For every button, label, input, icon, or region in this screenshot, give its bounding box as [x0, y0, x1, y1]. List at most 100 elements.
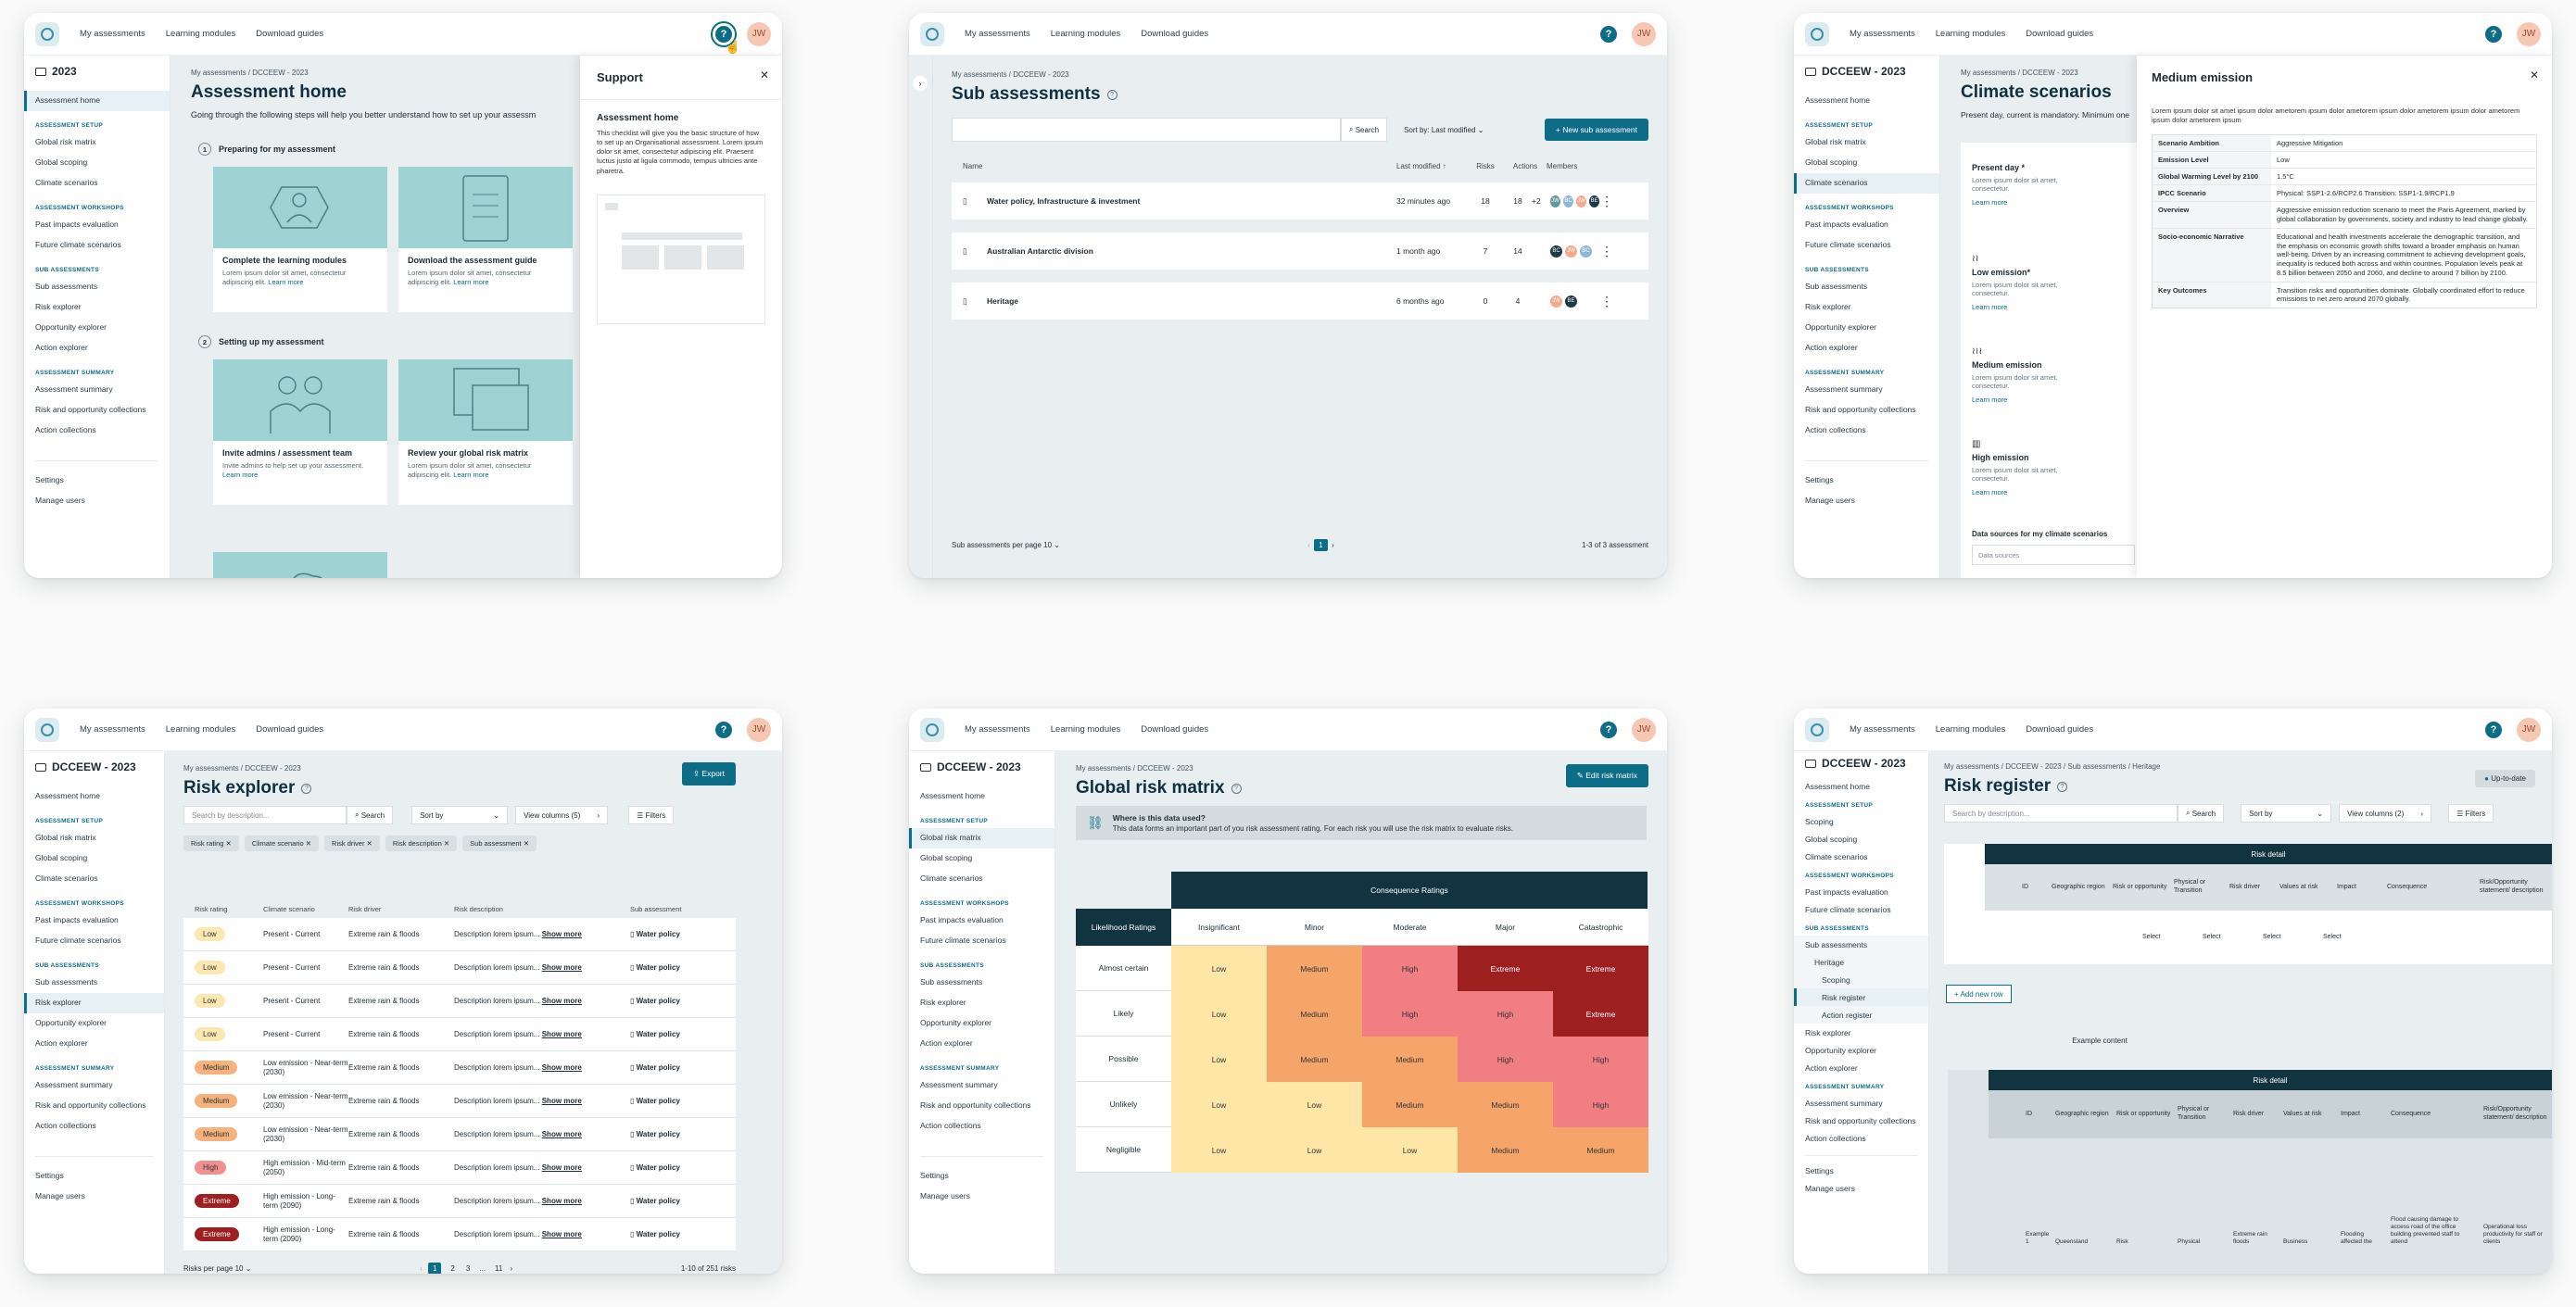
sidebar-item-summary[interactable]: Assessment summary — [920, 1080, 998, 1089]
sidebar-item-action-collections[interactable]: Action collections — [1805, 1134, 1866, 1143]
sidebar-item-scoping[interactable]: Global scoping — [35, 157, 88, 167]
column-header[interactable]: Values at risk — [2283, 1110, 2322, 1117]
show-more-link[interactable]: Show more — [541, 1163, 582, 1172]
column-header[interactable]: ID — [2022, 883, 2028, 890]
sidebar-item-opportunity[interactable]: Opportunity explorer — [1805, 1046, 1877, 1055]
sidebar-item-users[interactable]: Manage users — [35, 1191, 85, 1200]
learn-more-link[interactable]: Learn more — [1972, 396, 2008, 404]
sidebar-item-risk-explorer[interactable]: Risk explorer — [920, 998, 966, 1007]
sidebar-item-users[interactable]: Manage users — [920, 1191, 970, 1200]
sidebar-item-scoping[interactable]: Global scoping — [35, 853, 88, 862]
close-icon[interactable]: ✕ — [2529, 69, 2539, 82]
sidebar-item-summary[interactable]: Assessment summary — [35, 384, 113, 394]
help-icon[interactable]: ? — [1600, 25, 1617, 43]
scenario-high[interactable]: ▥ High emission Lorem ipsum dolor sit amet… — [1972, 439, 2092, 499]
tile-invite[interactable]: Invite admins / assessment team Invite a… — [213, 359, 387, 505]
nav-my-assessments[interactable]: My assessments — [965, 724, 1030, 735]
sidebar-item-summary[interactable]: Assessment summary — [1805, 384, 1883, 394]
sidebar-item-future[interactable]: Future climate scenarios — [1805, 905, 1891, 914]
scenario-low[interactable]: ≀≀ Low emission* Lorem ipsum dolor sit ame… — [1972, 254, 2092, 314]
table-row[interactable]: ▯ Heritage 6 months ago 0 4 JW BE ⋮ — [952, 283, 1648, 320]
nav-download-guides[interactable]: Download guides — [2026, 724, 2094, 735]
filter-chip[interactable]: Risk driver ✕ — [324, 836, 380, 851]
search-input[interactable]: Search by description... — [183, 806, 347, 824]
sidebar-item-action-collections[interactable]: Action collections — [35, 425, 96, 434]
sidebar-item-sub[interactable]: Sub assessments — [1805, 282, 1868, 291]
sidebar-item-action[interactable]: Action explorer — [35, 1038, 88, 1048]
sidebar-item-sub[interactable]: Sub assessments — [35, 977, 98, 987]
sidebar-item-summary[interactable]: Assessment summary — [35, 1080, 113, 1089]
table-row[interactable]: Extreme High emission - Long-term (2090) E… — [183, 1185, 736, 1218]
show-more-link[interactable]: Show more — [541, 997, 582, 1005]
edit-risk-matrix-button[interactable]: ✎ Edit risk matrix — [1565, 764, 1648, 787]
sidebar-item-sub[interactable]: Sub assessments — [1794, 936, 1928, 953]
column-header[interactable]: Risk driver — [2229, 883, 2261, 890]
sidebar-item-settings[interactable]: Settings — [1805, 475, 1834, 484]
help-icon[interactable]: ? — [1600, 721, 1617, 738]
select-cell[interactable]: Select — [2142, 933, 2161, 940]
sidebar-item-users[interactable]: Manage users — [1805, 496, 1855, 505]
sidebar-item-future[interactable]: Future climate scenarios — [920, 936, 1006, 945]
column-header[interactable]: Risk or opportunity — [2116, 1110, 2171, 1117]
sidebar-item-opportunity[interactable]: Opportunity explorer — [35, 322, 107, 332]
nav-learning-modules[interactable]: Learning modules — [165, 29, 236, 39]
column-header[interactable]: Impact — [2337, 883, 2357, 890]
filter-chip[interactable]: Sub assessment ✕ — [462, 836, 537, 851]
export-button[interactable]: ⇪ Export — [681, 762, 736, 785]
table-row[interactable]: Select Select Select Select — [1985, 911, 2552, 962]
sidebar-item-sub-scoping[interactable]: Scoping — [1794, 971, 1928, 988]
nav-my-assessments[interactable]: My assessments — [1850, 724, 1915, 735]
table-row[interactable]: ▯ Water policy, Infrastructure & investme… — [952, 182, 1648, 220]
table-row[interactable]: ▯ Australian Antarctic division 1 month ag… — [952, 232, 1648, 270]
search-input[interactable] — [952, 118, 1341, 142]
nav-my-assessments[interactable]: My assessments — [1850, 29, 1915, 39]
nav-learning-modules[interactable]: Learning modules — [1935, 724, 2006, 735]
column-header[interactable]: Physical or Transition — [2178, 1106, 2210, 1121]
info-icon[interactable]: ? — [1106, 89, 1118, 100]
sidebar-item-home[interactable]: Assessment home — [24, 91, 170, 111]
nav-my-assessments[interactable]: My assessments — [80, 29, 145, 39]
sub-assessment-link[interactable]: Water policy — [636, 1163, 680, 1172]
more-icon[interactable]: ⋮ — [1600, 244, 1613, 258]
sidebar-item-risk-register[interactable]: Risk register — [1794, 988, 1928, 1006]
filter-chip[interactable]: Risk rating ✕ — [183, 836, 239, 851]
sidebar-item-scoping[interactable]: Global scoping — [1805, 157, 1858, 167]
view-columns-button[interactable]: View columns (5) › — [515, 806, 609, 824]
breadcrumb[interactable]: My assessments / DCCEEW - 2023 / Sub ass… — [1944, 762, 2161, 771]
sidebar-item-collections[interactable]: Risk and opportunity collections — [35, 405, 146, 414]
nav-learning-modules[interactable]: Learning modules — [1935, 29, 2006, 39]
sidebar-item-settings[interactable]: Settings — [35, 475, 64, 484]
tile-guide[interactable]: Download the assessment guide Lorem ipsu… — [398, 167, 573, 312]
column-header[interactable]: Consequence — [2391, 1110, 2431, 1117]
sidebar-item-past[interactable]: Past impacts evaluation — [1805, 220, 1888, 229]
breadcrumb[interactable]: My assessments / DCCEEW - 2023 — [183, 764, 301, 773]
help-icon[interactable]: ? — [715, 721, 732, 738]
sidebar-item-heritage[interactable]: Heritage — [1794, 953, 1928, 971]
page-button[interactable]: 3 — [465, 1264, 471, 1273]
new-sub-assessment-button[interactable]: + New sub assessment — [1544, 119, 1648, 141]
app-logo[interactable] — [35, 21, 59, 46]
info-icon[interactable]: ? — [2057, 781, 2068, 792]
sidebar-item-users[interactable]: Manage users — [35, 496, 85, 505]
column-header[interactable]: ID — [2026, 1110, 2032, 1117]
select-cell[interactable]: Select — [2323, 933, 2342, 940]
column-header[interactable]: Risk or opportunity — [2113, 883, 2167, 890]
app-logo[interactable] — [1805, 21, 1829, 46]
sub-assessment-link[interactable]: Water policy — [636, 1030, 680, 1038]
column-header[interactable]: Geographic region — [2052, 883, 2105, 890]
breadcrumb[interactable]: My assessments / DCCEEW - 2023 — [1961, 69, 2078, 77]
sidebar-item-summary[interactable]: Assessment summary — [1805, 1099, 1883, 1108]
sort-select[interactable]: Sort by ⌄ — [2241, 804, 2332, 823]
avatar[interactable]: JW — [747, 21, 771, 46]
page-1-button[interactable]: 1 — [1314, 539, 1328, 551]
sub-assessment-link[interactable]: Water policy — [636, 997, 680, 1005]
sidebar-item-settings[interactable]: Settings — [1805, 1166, 1834, 1175]
sidebar-item-risk-matrix[interactable]: Global risk matrix — [1805, 137, 1866, 146]
table-row[interactable]: Medium Low emission - Near-term (2030) Ext… — [183, 1085, 736, 1118]
learn-more-link[interactable]: Learn more — [268, 277, 304, 286]
show-more-link[interactable]: Show more — [541, 1130, 582, 1138]
table-row[interactable]: Low Present - Current Extreme rain & flood… — [183, 1018, 736, 1051]
table-row[interactable]: Low Present - Current Extreme rain & flood… — [183, 985, 736, 1018]
sidebar-item-collections[interactable]: Risk and opportunity collections — [35, 1100, 146, 1110]
breadcrumb[interactable]: My assessments / DCCEEW - 2023 — [952, 70, 1069, 79]
